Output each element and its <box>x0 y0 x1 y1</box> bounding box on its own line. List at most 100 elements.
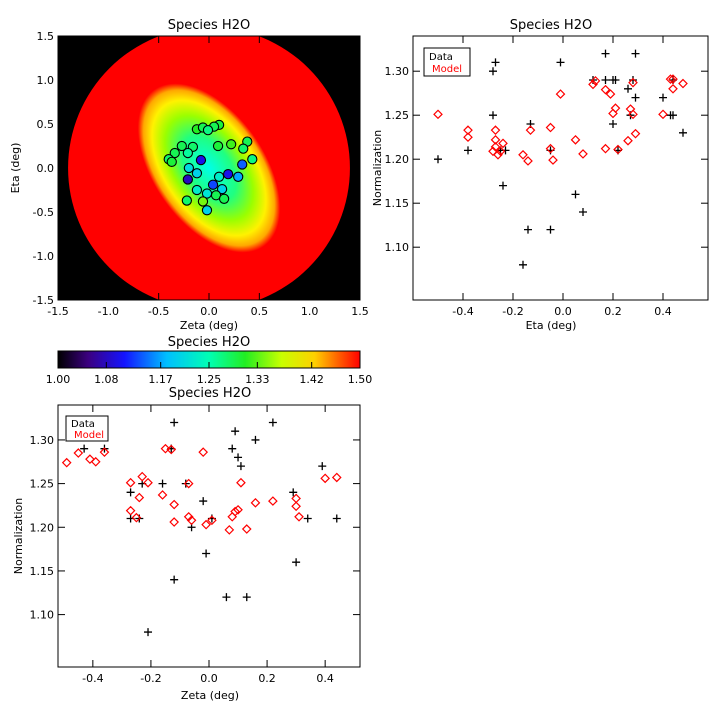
colorbar: Species H2O 1.00 1.08 1.17 1.25 1.33 1.42 1.50 <box>46 335 373 386</box>
zeta-model-point <box>198 447 209 458</box>
eta-model-point <box>548 155 558 165</box>
eta-model-point <box>490 142 501 152</box>
heatmap-y-axis: -1.5 -1.0 -0.5 0.0 0.5 1.0 1.5 <box>33 30 360 307</box>
zeta-model-point <box>291 501 301 512</box>
zeta-data-point <box>144 628 153 637</box>
eta-model-point <box>628 77 638 88</box>
heatmap-x-tick-label: -0.5 <box>148 305 169 318</box>
eta-x-tick-label: -0.4 <box>452 305 473 318</box>
eta-model-point <box>628 109 638 120</box>
zeta-model-point <box>294 511 304 522</box>
zeta-points <box>61 418 342 637</box>
zeta-model-point <box>157 490 168 500</box>
model-peak-ellipse <box>137 83 281 253</box>
heatmap-y-tick-label: 1.0 <box>37 74 55 87</box>
zeta-model-point <box>169 499 180 510</box>
zeta-x-tick-label: 0.0 <box>200 672 218 685</box>
eta-model-point <box>623 135 633 146</box>
eta-model-point <box>678 78 688 89</box>
colorbar-tick-label: 1.08 <box>94 373 119 386</box>
eta-x-tick-label: 0.4 <box>654 305 672 318</box>
eta-data-point <box>611 76 620 84</box>
zeta-model-point <box>99 447 110 458</box>
zeta-data-point <box>332 514 341 523</box>
heatmap-x-tick-label: -1.5 <box>47 305 68 318</box>
zeta-model-point <box>186 515 197 526</box>
zeta-model-point <box>169 517 180 527</box>
heatmap-point <box>207 179 219 190</box>
eta-data-point <box>546 225 555 234</box>
zeta-y-tick-label: 1.25 <box>30 478 55 491</box>
heatmap-point <box>191 168 203 179</box>
zeta-data-point <box>170 418 179 427</box>
zeta-data-point <box>292 558 301 567</box>
eta-model-point <box>668 83 678 94</box>
heatmap-point <box>247 154 258 165</box>
eta-data-point <box>601 49 610 58</box>
zeta-y-tick-label: 1.20 <box>30 521 55 534</box>
eta-model-point <box>495 146 506 157</box>
heatmap-point <box>191 184 203 196</box>
zeta-model-point <box>250 497 261 508</box>
heatmap-point <box>238 143 249 154</box>
zeta-model-point <box>125 505 136 516</box>
eta-y-tick-label: 1.15 <box>385 197 410 210</box>
eta-y-axis: 1.10 1.15 1.20 1.25 1.30 <box>385 65 708 254</box>
eta-model-point <box>523 156 533 166</box>
zeta-data-point <box>289 488 298 497</box>
zeta-model-point <box>134 492 145 503</box>
zeta-model-point <box>207 515 217 526</box>
eta-data-point <box>624 84 632 93</box>
zeta-model-point <box>233 504 243 515</box>
zeta-legend: Data Model <box>65 415 109 442</box>
eta-model-point <box>605 89 616 99</box>
eta-model-point <box>490 125 501 136</box>
heatmap-point <box>222 169 234 180</box>
zeta-y-tick-label: 1.15 <box>30 565 55 578</box>
eta-model-point <box>545 122 556 133</box>
eta-model-point <box>570 134 581 145</box>
heatmap-x-tick-label: 1.5 <box>351 305 369 318</box>
heatmap-point <box>213 171 225 182</box>
zeta-legend-data: Data <box>71 419 95 430</box>
heatmap-point <box>197 196 209 207</box>
zeta-model-point <box>183 478 194 489</box>
eta-legend-box <box>423 47 471 77</box>
eta-x-tick-label: -0.2 <box>502 305 523 318</box>
zeta-data-point <box>268 418 277 427</box>
eta-model-point <box>600 84 611 95</box>
heatmap-y-tick-label: 1.5 <box>37 30 55 43</box>
zeta-x-tick-label: 0.2 <box>258 672 276 685</box>
zeta-y-tick-label: 1.30 <box>30 434 55 447</box>
heatmap-y-tick-label: -1.0 <box>33 250 54 263</box>
zeta-data-point <box>234 453 243 462</box>
colorbar-title: Species H2O <box>168 335 250 350</box>
zeta-x-tick-label: -0.4 <box>82 672 103 685</box>
zeta-model-point <box>236 477 246 488</box>
zeta-model-point <box>320 473 331 484</box>
eta-model-point <box>613 144 623 155</box>
eta-data-point <box>631 49 640 58</box>
heatmap-point <box>183 162 195 174</box>
heatmap-point <box>182 174 194 185</box>
eta-data-point <box>499 181 507 190</box>
eta-legend-data: Data <box>429 52 453 63</box>
zeta-data-point <box>181 479 190 488</box>
eta-data-point <box>579 208 587 216</box>
eta-model-point <box>498 138 508 149</box>
eta-x-label: Eta (deg) <box>526 319 577 332</box>
eta-data-point <box>434 155 442 164</box>
heatmap-x-axis: -1.5 -1.0 -0.5 0.0 0.5 1.0 1.5 <box>47 36 369 318</box>
heatmap-x-tick-label: 1.0 <box>301 305 319 318</box>
heatmap-point <box>176 140 187 152</box>
eta-model-point <box>668 74 678 84</box>
eta-data-point <box>629 76 637 84</box>
zeta-model-point <box>224 525 235 535</box>
zeta-y-axis: 1.10 1.15 1.20 1.25 1.30 <box>30 434 360 622</box>
eta-legend-model: Model <box>432 64 462 75</box>
heatmap-x-label: Zeta (deg) <box>180 319 238 332</box>
zeta-data-point <box>242 593 251 602</box>
heatmap-y-tick-label: -1.5 <box>33 294 54 307</box>
eta-data-point <box>491 58 500 67</box>
zeta-data-point <box>228 444 237 453</box>
